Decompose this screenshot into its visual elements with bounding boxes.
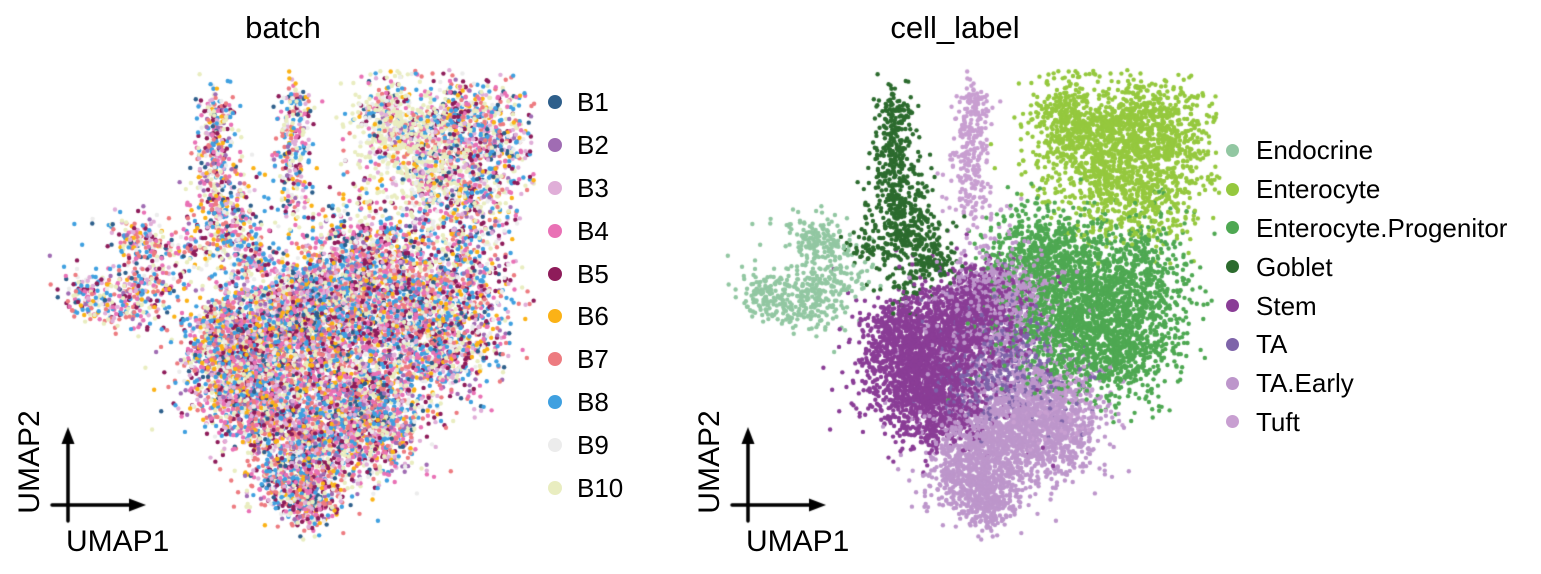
legend-label: TA.Early <box>1256 368 1354 399</box>
legend-label: B10 <box>577 472 624 503</box>
legend-swatch-icon <box>548 480 562 495</box>
legend-label: B2 <box>577 130 609 161</box>
legend-swatch-icon <box>1226 260 1239 274</box>
legend-item: B4 <box>548 209 623 252</box>
legend-item: TA <box>1226 325 1507 364</box>
x-axis-label-right: UMAP1 <box>746 525 850 558</box>
legend-label: B9 <box>577 429 609 460</box>
legend-swatch-icon <box>548 180 562 195</box>
legend-item: B2 <box>548 124 623 167</box>
legend-swatch-icon <box>548 309 562 324</box>
legend-label: B3 <box>577 172 609 203</box>
legend-item: B8 <box>548 381 623 424</box>
legend-label: TA <box>1256 329 1288 360</box>
panel-title-batch: batch <box>245 10 321 45</box>
legend-label: B5 <box>577 258 609 289</box>
legend-swatch-icon <box>1226 337 1239 351</box>
legend-item: Endocrine <box>1226 131 1507 170</box>
legend-cell-label: Endocrine Enterocyte Enterocyte.Progenitor… <box>1226 131 1507 441</box>
legend-swatch-icon <box>548 394 562 409</box>
legend-label: Enterocyte <box>1256 174 1381 205</box>
legend-item: B9 <box>548 423 623 466</box>
legend-item: B5 <box>548 252 623 295</box>
legend-item: B6 <box>548 295 623 338</box>
legend-label: B4 <box>577 215 609 246</box>
legend-label: B1 <box>577 87 609 118</box>
legend-item: Enterocyte.Progenitor <box>1226 209 1507 248</box>
legend-swatch-icon <box>1226 415 1239 429</box>
legend-batch: B1 B2 B3 B4 B5 B6 B7 B8 B9 B10 <box>548 81 623 509</box>
y-axis-label-right: UMAP2 <box>693 410 726 514</box>
legend-swatch-icon <box>1226 221 1239 235</box>
y-axis-label-left: UMAP2 <box>13 410 46 514</box>
legend-swatch-icon <box>1226 143 1239 157</box>
legend-item: B10 <box>548 466 623 509</box>
legend-label: Tuft <box>1256 406 1300 437</box>
legend-label: Stem <box>1256 290 1317 321</box>
legend-swatch-icon <box>548 223 562 238</box>
x-axis-label-left: UMAP1 <box>66 525 170 558</box>
legend-label: Endocrine <box>1256 135 1374 166</box>
legend-label: B7 <box>577 344 609 375</box>
legend-swatch-icon <box>1226 299 1239 313</box>
legend-item: B7 <box>548 338 623 381</box>
legend-item: Enterocyte <box>1226 170 1507 209</box>
legend-swatch-icon <box>548 266 562 281</box>
legend-item: Stem <box>1226 286 1507 325</box>
legend-label: B8 <box>577 386 609 417</box>
legend-label: Enterocyte.Progenitor <box>1256 212 1508 243</box>
legend-label: B6 <box>577 301 609 332</box>
legend-swatch-icon <box>548 95 562 110</box>
legend-item: Tuft <box>1226 403 1507 442</box>
legend-item: B1 <box>548 81 623 124</box>
legend-swatch-icon <box>548 437 562 452</box>
legend-swatch-icon <box>548 352 562 367</box>
legend-label: Goblet <box>1256 251 1333 282</box>
legend-swatch-icon <box>1226 376 1239 390</box>
legend-swatch-icon <box>1226 182 1239 196</box>
panel-title-cell-label: cell_label <box>890 10 1020 45</box>
legend-item: Goblet <box>1226 247 1507 286</box>
legend-item: TA.Early <box>1226 364 1507 403</box>
legend-item: B3 <box>548 167 623 210</box>
legend-swatch-icon <box>548 138 562 153</box>
